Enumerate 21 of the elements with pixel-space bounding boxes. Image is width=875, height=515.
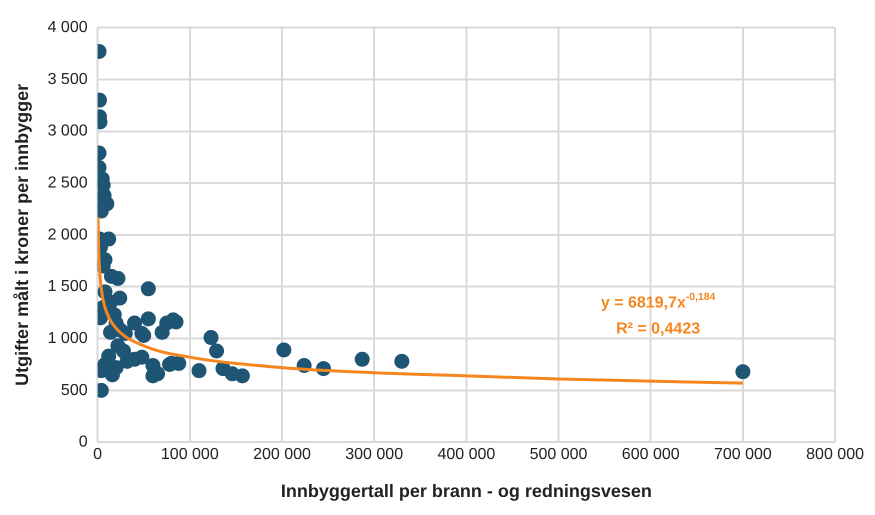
x-tick-label: 200 000 (253, 446, 312, 464)
y-tick-label: 2 000 (48, 226, 88, 244)
y-tick-label: 3 000 (48, 122, 88, 140)
y-tick-label: 4 000 (48, 19, 88, 36)
y-tick-label: 1 500 (48, 278, 88, 296)
x-tick-label: 100 000 (160, 446, 219, 464)
y-tick-label: 3 500 (48, 70, 88, 88)
x-tick-label: 800 000 (806, 446, 864, 464)
x-axis-title: Innbyggertall per brann - og redningsvesen (280, 481, 652, 502)
x-tick-label: 500 000 (530, 446, 588, 464)
x-tick-label: 300 000 (345, 446, 404, 464)
y-tick-label: 2 500 (48, 174, 88, 192)
y-tick-label: 500 (60, 382, 88, 399)
y-axis-title: Utgifter målt i kroner per innbygger (12, 84, 32, 386)
x-tick-label: 400 000 (437, 446, 496, 464)
x-tick-label: 600 000 (622, 446, 680, 464)
x-tick-label: 0 (93, 446, 102, 464)
x-tick-label: 700 000 (714, 446, 772, 464)
y-tick-label: 0 (78, 434, 88, 451)
y-tick-label: 1 000 (48, 330, 88, 347)
annotation: R² = 0,4423 (616, 320, 700, 338)
